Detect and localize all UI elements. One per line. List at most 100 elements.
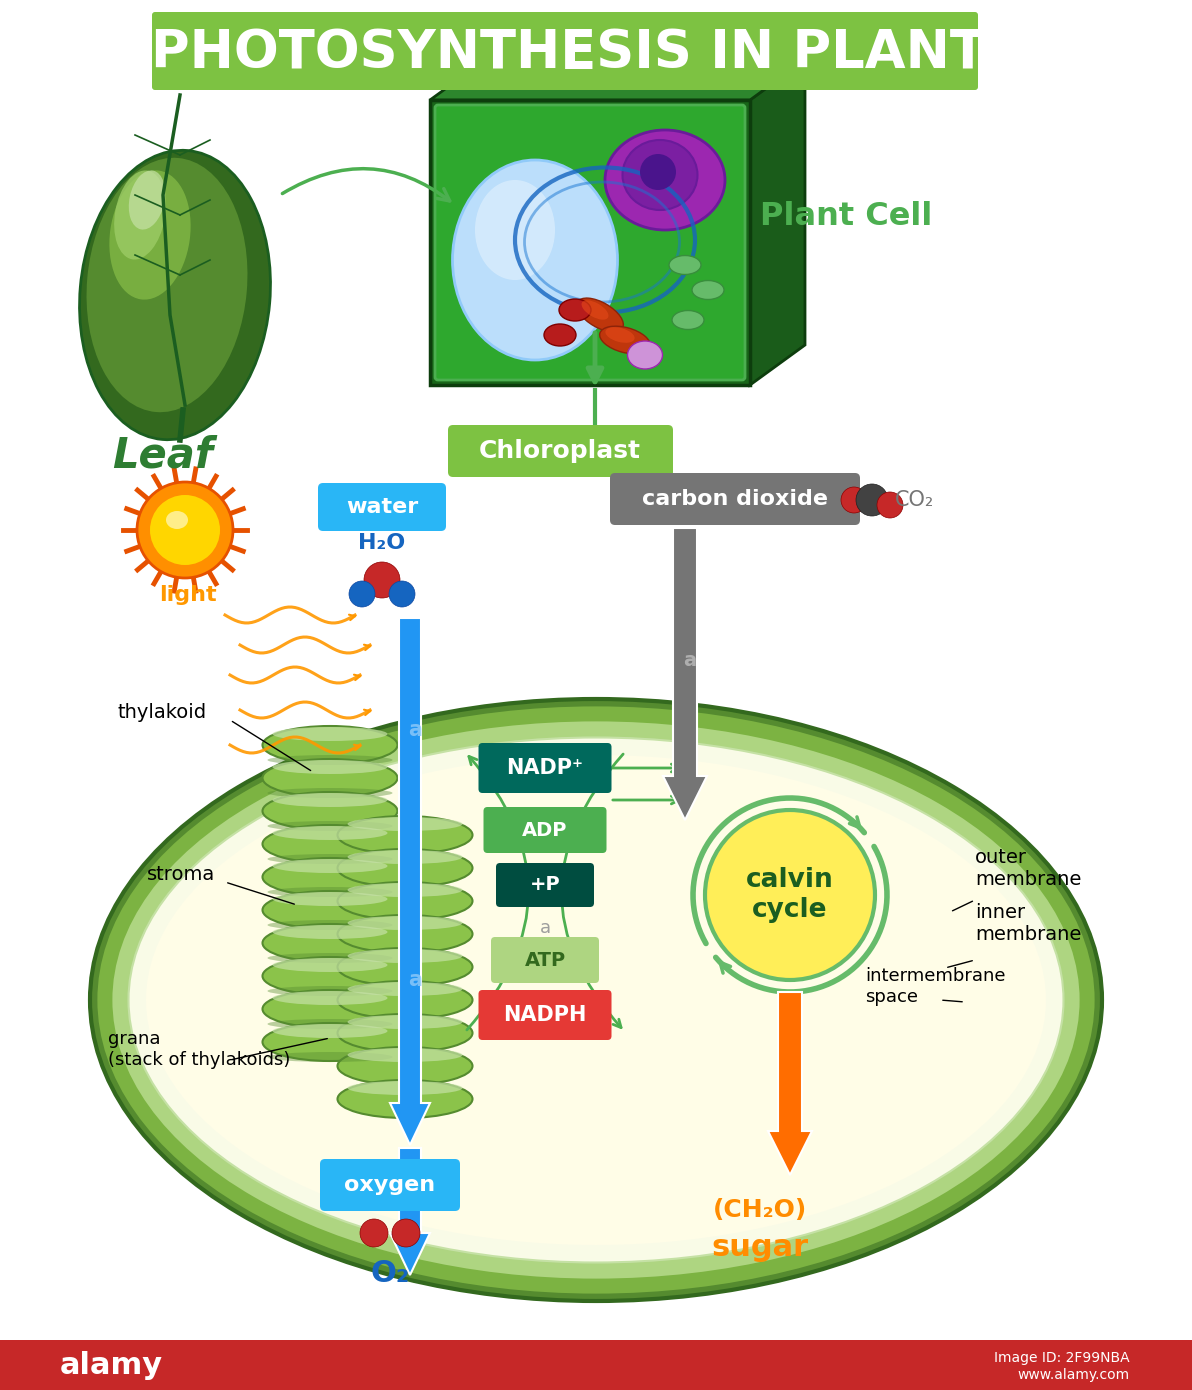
- FancyBboxPatch shape: [435, 106, 745, 379]
- Ellipse shape: [348, 916, 462, 930]
- FancyBboxPatch shape: [478, 990, 611, 1040]
- Ellipse shape: [337, 1013, 472, 1052]
- Circle shape: [150, 495, 221, 564]
- FancyBboxPatch shape: [319, 1159, 460, 1211]
- Polygon shape: [430, 60, 805, 100]
- Circle shape: [389, 581, 415, 607]
- Ellipse shape: [337, 948, 472, 986]
- Ellipse shape: [262, 956, 397, 995]
- Text: light: light: [160, 585, 217, 605]
- Ellipse shape: [262, 858, 397, 897]
- Ellipse shape: [348, 817, 462, 831]
- Ellipse shape: [273, 991, 387, 1005]
- Text: stroma: stroma: [147, 865, 216, 884]
- Text: thylakoid: thylakoid: [118, 703, 207, 721]
- FancyBboxPatch shape: [610, 473, 859, 525]
- Ellipse shape: [693, 281, 724, 299]
- Ellipse shape: [262, 1023, 397, 1061]
- Text: NADPH: NADPH: [503, 1005, 586, 1024]
- Ellipse shape: [627, 341, 663, 368]
- Ellipse shape: [474, 179, 555, 279]
- Ellipse shape: [606, 131, 725, 229]
- Circle shape: [364, 562, 401, 598]
- Ellipse shape: [129, 171, 166, 229]
- FancyArrow shape: [768, 992, 812, 1175]
- Text: carbon dioxide: carbon dioxide: [642, 489, 828, 509]
- Text: Leaf: Leaf: [112, 435, 213, 477]
- Ellipse shape: [273, 727, 387, 741]
- Text: O₂: O₂: [371, 1258, 410, 1287]
- Ellipse shape: [267, 788, 392, 798]
- Text: www.alamy.com: www.alamy.com: [1018, 1368, 1130, 1382]
- Ellipse shape: [600, 327, 651, 354]
- Text: ADP: ADP: [522, 820, 567, 840]
- Ellipse shape: [348, 1015, 462, 1029]
- Ellipse shape: [267, 887, 392, 897]
- Ellipse shape: [97, 705, 1095, 1295]
- Circle shape: [349, 581, 375, 607]
- FancyArrow shape: [663, 528, 707, 820]
- Ellipse shape: [582, 300, 608, 320]
- Ellipse shape: [337, 849, 472, 887]
- FancyBboxPatch shape: [0, 1340, 1192, 1390]
- Ellipse shape: [453, 160, 617, 360]
- FancyBboxPatch shape: [496, 863, 594, 908]
- Ellipse shape: [669, 256, 701, 274]
- Text: a: a: [408, 720, 422, 739]
- Ellipse shape: [267, 1052, 392, 1062]
- Ellipse shape: [337, 915, 472, 954]
- Ellipse shape: [348, 981, 462, 997]
- Ellipse shape: [91, 699, 1101, 1301]
- Ellipse shape: [273, 924, 387, 940]
- Text: a: a: [540, 919, 551, 937]
- Text: Image ID: 2F99NBA: Image ID: 2F99NBA: [994, 1351, 1130, 1365]
- Ellipse shape: [111, 720, 1081, 1280]
- Ellipse shape: [267, 954, 392, 963]
- FancyArrow shape: [390, 1148, 430, 1275]
- Ellipse shape: [348, 1048, 462, 1062]
- Ellipse shape: [267, 755, 392, 765]
- Ellipse shape: [267, 821, 392, 831]
- Text: CO₂: CO₂: [895, 491, 935, 510]
- Ellipse shape: [145, 755, 1047, 1245]
- Text: H₂O: H₂O: [359, 532, 405, 553]
- Ellipse shape: [267, 920, 392, 930]
- FancyBboxPatch shape: [430, 100, 750, 385]
- Ellipse shape: [337, 1047, 472, 1086]
- Ellipse shape: [577, 297, 623, 332]
- Ellipse shape: [273, 760, 387, 774]
- Circle shape: [856, 484, 888, 516]
- Text: NADP⁺: NADP⁺: [507, 758, 584, 778]
- Circle shape: [137, 482, 232, 578]
- Text: ATP: ATP: [524, 951, 565, 969]
- FancyBboxPatch shape: [153, 13, 977, 90]
- Text: alamy: alamy: [60, 1351, 163, 1379]
- Ellipse shape: [544, 324, 576, 346]
- Ellipse shape: [273, 826, 387, 840]
- Ellipse shape: [337, 883, 472, 920]
- Ellipse shape: [267, 1019, 392, 1029]
- Circle shape: [360, 1219, 389, 1247]
- Text: water: water: [346, 498, 418, 517]
- Circle shape: [704, 810, 875, 980]
- FancyBboxPatch shape: [484, 808, 607, 853]
- Ellipse shape: [337, 981, 472, 1019]
- Ellipse shape: [262, 990, 397, 1029]
- Text: intermembrane
space: intermembrane space: [865, 967, 1006, 1006]
- Ellipse shape: [114, 171, 166, 260]
- Ellipse shape: [166, 512, 188, 530]
- Ellipse shape: [348, 851, 462, 865]
- Text: Chloroplast: Chloroplast: [479, 439, 641, 463]
- Ellipse shape: [87, 158, 248, 413]
- Ellipse shape: [348, 883, 462, 897]
- Text: a: a: [683, 651, 696, 670]
- Text: a: a: [408, 970, 422, 990]
- Ellipse shape: [110, 171, 191, 300]
- Text: PHOTOSYNTHESIS IN PLANT: PHOTOSYNTHESIS IN PLANT: [150, 26, 986, 79]
- Text: inner
membrane: inner membrane: [975, 904, 1081, 944]
- Text: calvin
cycle: calvin cycle: [746, 867, 834, 923]
- Text: outer
membrane: outer membrane: [975, 848, 1081, 890]
- Ellipse shape: [267, 986, 392, 997]
- Ellipse shape: [672, 310, 704, 329]
- Ellipse shape: [273, 794, 387, 808]
